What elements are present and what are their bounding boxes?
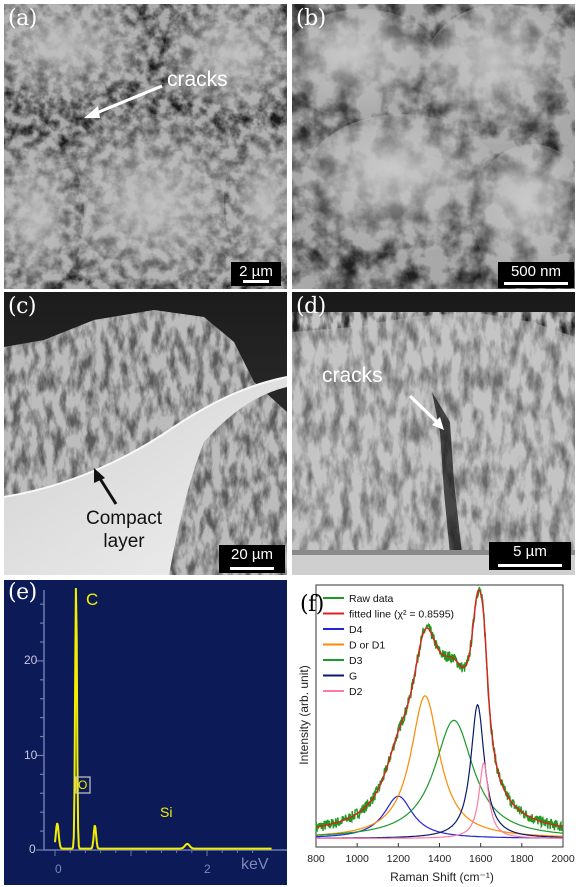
raman-x-tick-label: 800	[307, 853, 325, 865]
sem-image-b	[292, 4, 575, 289]
eds-x-unit: keV	[241, 856, 269, 873]
compact-layer-line2: layer	[103, 531, 145, 552]
raman-x-tick-label: 1000	[345, 853, 369, 865]
scale-bar-d: 5 µm	[489, 542, 571, 570]
raman-x-tick-label: 2000	[551, 853, 575, 865]
eds-background	[4, 580, 287, 885]
scale-bar-a: 2 µm	[231, 262, 281, 286]
cracks-arrow-d	[408, 394, 444, 430]
cracks-annotation-d: cracks	[322, 364, 383, 387]
sem-image-d	[292, 292, 575, 575]
scale-bar-d-label: 5 µm	[513, 543, 547, 560]
o-peak-box	[75, 776, 91, 794]
raman-panel-f: Raw data fitted line (χ² = 0.8595) D4 D or …	[292, 580, 579, 887]
raman-x-tick-label: 1800	[510, 853, 534, 865]
raman-peak-d3	[315, 719, 564, 836]
eds-xtick-0: 0	[55, 862, 62, 876]
eds-spectrum-line	[54, 587, 272, 850]
scale-bar-c-label: 20 µm	[231, 546, 273, 563]
raman-legend: Raw data fitted line (χ² = 0.8595) D4 D or …	[323, 593, 454, 698]
eds-peak-c: C	[86, 590, 99, 609]
sem-panel-c: (c) Compact layer 20 µm	[4, 292, 287, 575]
scale-bar-c: 20 µm	[219, 545, 285, 573]
legend-entry: D or D1	[349, 640, 385, 652]
raman-series-group	[315, 586, 564, 840]
sem-image-a	[4, 4, 287, 289]
legend-entry: D2	[349, 686, 363, 698]
legend-entry: Raw data	[349, 593, 394, 605]
eds-y-ticks	[36, 603, 44, 851]
eds-xtick-2: 2	[204, 862, 211, 876]
eds-spectrum-e	[4, 580, 287, 885]
raman-x-tick-label: 1600	[469, 853, 493, 865]
compact-layer-line1: Compact	[85, 508, 163, 529]
panel-label-d: (d)	[296, 294, 326, 319]
raman-peak-d2	[315, 761, 563, 840]
legend-entry: fitted line (χ² = 0.8595)	[349, 609, 454, 621]
raman-raw-data-line	[315, 586, 564, 833]
cracks-arrow-a	[84, 84, 163, 118]
cracks-annotation-a: cracks	[167, 68, 228, 91]
scale-bar-a-label: 2 µm	[239, 263, 273, 280]
scale-bar-b-label: 500 nm	[510, 263, 562, 280]
legend-entry: G	[349, 671, 357, 683]
eds-panel-e: (e) C O Si 20 10 0 0 2 keV	[4, 580, 287, 885]
panel-label-f: (f)	[300, 592, 324, 617]
eds-ytick-20: 20	[24, 653, 38, 667]
panel-label-e: (e)	[8, 580, 37, 605]
eds-peak-o: O	[78, 778, 88, 792]
eds-peak-si: Si	[160, 804, 173, 820]
legend-entry: D3	[349, 655, 363, 667]
raman-chart: Raw data fitted line (χ² = 0.8595) D4 D or …	[292, 580, 579, 887]
sem-panel-b: (b) 500 nm	[292, 4, 575, 289]
sem-image-c	[4, 292, 287, 575]
raman-fitted-line	[315, 589, 564, 828]
raman-x-tick-label: 1400	[428, 853, 452, 865]
legend-entry: D4	[349, 624, 363, 636]
eds-x-ticks	[54, 850, 254, 856]
raman-y-axis-label: Intensity (arb. unit)	[297, 665, 311, 765]
compact-layer-arrow	[94, 468, 118, 505]
sem-panel-d: (d) cracks 5 µm	[292, 292, 575, 575]
raman-x-ticks: 800 1000 1200 1400 1600 1800 2000	[307, 843, 575, 865]
raman-x-axis-label: Raman Shift (cm⁻¹)	[390, 870, 494, 884]
eds-ytick-0: 0	[29, 842, 36, 856]
sem-panel-a: (a) cracks 2 µm	[4, 4, 287, 289]
eds-ytick-10: 10	[24, 748, 38, 762]
compact-layer-annotation: Compact layer	[79, 507, 169, 553]
scale-bar-b: 500 nm	[498, 262, 574, 288]
panel-label-c: (c)	[8, 294, 37, 319]
panel-label-a: (a)	[8, 6, 37, 31]
panel-label-b: (b)	[296, 6, 326, 31]
raman-x-tick-label: 1200	[387, 853, 411, 865]
